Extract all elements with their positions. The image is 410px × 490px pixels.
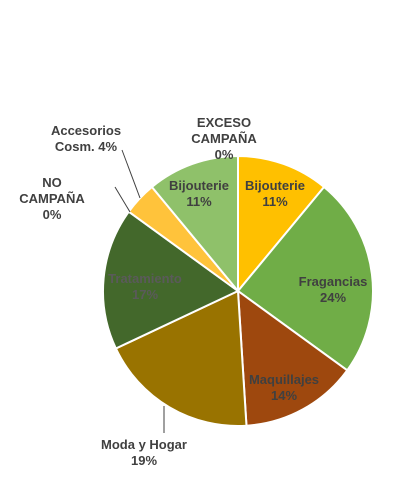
slice-label-7: Accesorios Cosm. 4% (51, 123, 121, 154)
slice-label-3: Maquillajes 14% (249, 372, 319, 403)
pie-slice-8 (150, 155, 239, 292)
pie-slice-5 (102, 210, 239, 350)
slice-label-2: Fragancias 24% (299, 274, 368, 305)
pie-slice-3 (237, 290, 349, 427)
slice-label-4: Moda y Hogar 19% (101, 437, 187, 468)
pie-slices (102, 155, 374, 427)
slice-label-9: EXCESO CAMPAÑA 0% (191, 115, 257, 162)
leader-line-7 (121, 149, 141, 199)
slice-label-8: Bijouterie 11% (169, 178, 229, 209)
slice-label-1: Bijouterie 11% (245, 178, 305, 209)
pie-slice-1 (237, 155, 326, 292)
slice-label-6: NO CAMPAÑA 0% (19, 175, 85, 222)
leader-line-6 (114, 186, 131, 213)
pie-slice-4 (114, 290, 248, 427)
slice-label-5: Tratamiento 17% (108, 271, 182, 302)
pie-slice-2 (237, 185, 374, 372)
